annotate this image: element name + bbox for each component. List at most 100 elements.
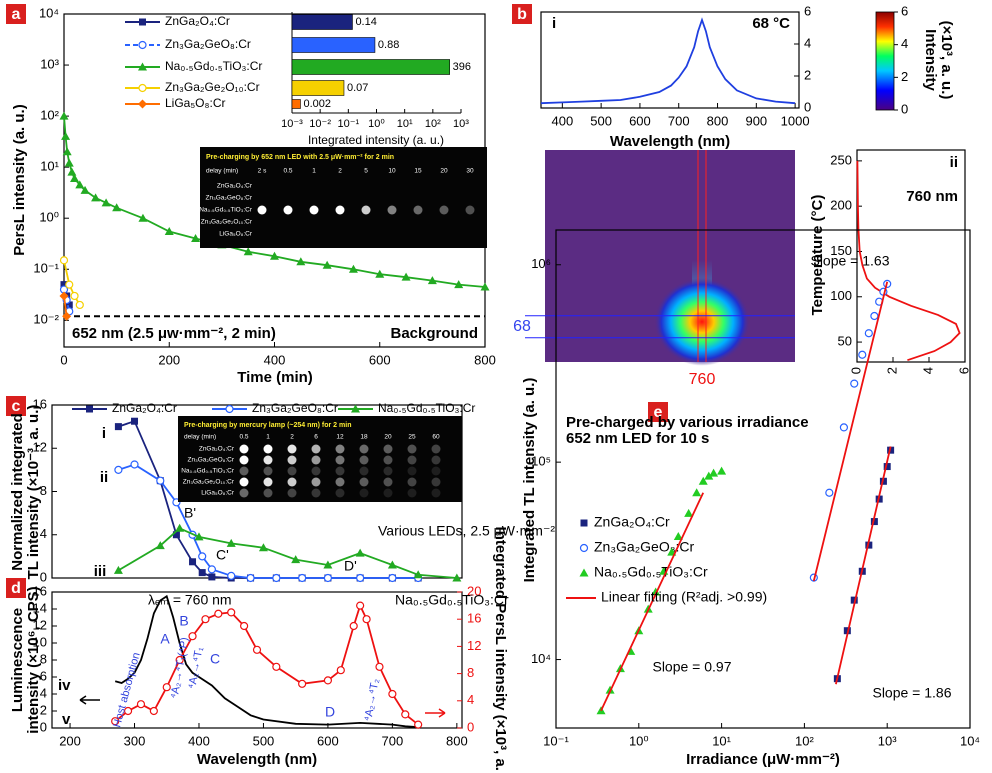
marker [201, 615, 210, 624]
value-label: 396 [453, 61, 471, 73]
glow-spot [263, 455, 273, 465]
photo-column: 5 [364, 168, 368, 175]
x-tick-label: 400 [264, 352, 286, 367]
marker [227, 608, 236, 617]
glow-spot [311, 444, 321, 454]
legend-label: Na₀.₅Gd₀.₅TiO₃:Cr [378, 401, 475, 415]
marker [356, 573, 365, 583]
x-axis-label: Integrated intensity (a. u.) [308, 133, 444, 147]
panel-label: a [12, 6, 21, 23]
marker [388, 573, 397, 583]
marker [208, 573, 216, 581]
colorbar-tick-label: 6 [901, 3, 908, 18]
x-tick-label: 10⁻¹ [337, 118, 359, 130]
y-tick-label: 150 [830, 243, 852, 258]
y-tick-label: 2 [40, 702, 47, 717]
photo-column: 2 [290, 434, 294, 441]
marker [291, 555, 301, 564]
legend-label: Na₀.₅Gd₀.₅TiO₃:Cr [165, 59, 262, 73]
marker [414, 720, 423, 729]
photo-column: 30 [466, 168, 474, 175]
glow-spot [383, 477, 393, 487]
glow-spot [407, 488, 417, 498]
glow-spot [383, 488, 393, 498]
panel-label-box [512, 4, 532, 24]
glow-spot [311, 488, 321, 498]
marker [362, 615, 371, 624]
marker [70, 173, 80, 182]
x-tick-label: 500 [253, 733, 275, 748]
marker [149, 706, 158, 716]
marker [75, 180, 85, 189]
glow-spot [311, 466, 321, 476]
marker [336, 666, 345, 675]
glow-spot [309, 205, 319, 215]
y-tick-label: 10⁴ [531, 651, 551, 666]
glow-spot [407, 477, 417, 487]
bar [291, 59, 450, 75]
y-tick-label: 6 [40, 668, 47, 683]
marker [709, 468, 719, 477]
marker [207, 565, 216, 574]
y-tick-label: 8 [40, 483, 47, 498]
value-label: 0.002 [303, 98, 331, 110]
panel-label-box [6, 4, 26, 24]
photo-column: 18 [360, 434, 368, 441]
y2-tick-label: 0 [467, 719, 474, 734]
legend-label: Na₀.₅Gd₀.₅TiO₃:Cr [594, 564, 708, 580]
legend-label: Linear fitting (R²adj. >0.99) [601, 589, 767, 605]
glow-spot [361, 205, 371, 215]
glow-spot [383, 455, 393, 465]
marker [258, 543, 268, 552]
panel-label-box [648, 402, 668, 422]
glow-spot [335, 444, 345, 454]
glow-spot [239, 455, 249, 465]
glow-spot [431, 455, 441, 465]
panel-label: e [654, 404, 663, 421]
marker [80, 185, 90, 194]
marker [413, 570, 423, 579]
x-tick-label: 200 [158, 352, 180, 367]
value-label: 0.14 [355, 16, 376, 28]
glow-spot [287, 488, 297, 498]
marker [172, 531, 180, 539]
y-axis-label: TL intensity (×10⁻³, a. u.) [25, 405, 42, 580]
annotation: v [62, 711, 71, 728]
colorbar-label: (×10³, a. u.) [938, 21, 955, 100]
x-tick-label: 10¹ [712, 733, 731, 748]
marked-temperature: 68 [513, 318, 531, 335]
y-tick-label: 0 [40, 719, 47, 734]
marker [114, 465, 123, 474]
marker [298, 679, 307, 688]
annotation: Slope = 0.97 [652, 659, 731, 675]
x-tick-label: 800 [707, 113, 729, 128]
legend-marker [138, 62, 147, 71]
x-tick-label: 0 [848, 367, 863, 374]
value-label: 0.07 [347, 82, 368, 94]
annotation: D [325, 704, 335, 720]
x-tick-label: 6 [956, 367, 971, 374]
x-tick-label: 800 [474, 352, 496, 367]
x-tick-label: 1000 [781, 113, 810, 128]
photo-column: 25 [408, 434, 416, 441]
y-tick-label: 14 [33, 600, 47, 615]
photo-column: 15 [414, 168, 422, 175]
glow-spot [263, 477, 273, 487]
legend-marker [138, 83, 147, 93]
glow-spot [407, 466, 417, 476]
y-tick-label: 8 [40, 651, 47, 666]
y-axis-label: Normalized integrated [9, 413, 26, 571]
x-tick-label: 400 [188, 733, 210, 748]
y-tick-label: 16 [33, 583, 47, 598]
photo-column: 20 [440, 168, 448, 175]
marker [175, 655, 184, 665]
legend-marker [351, 404, 360, 413]
photo-header: delay (min) [206, 168, 238, 175]
x-tick-label: 10² [425, 118, 441, 130]
marker [356, 601, 365, 610]
series-line [114, 594, 419, 728]
photo-title: Pre-charging by 652 nm LED with 2.5 μW·m… [206, 154, 394, 161]
x-tick-label: 4 [920, 367, 935, 374]
legend-marker [580, 519, 588, 527]
